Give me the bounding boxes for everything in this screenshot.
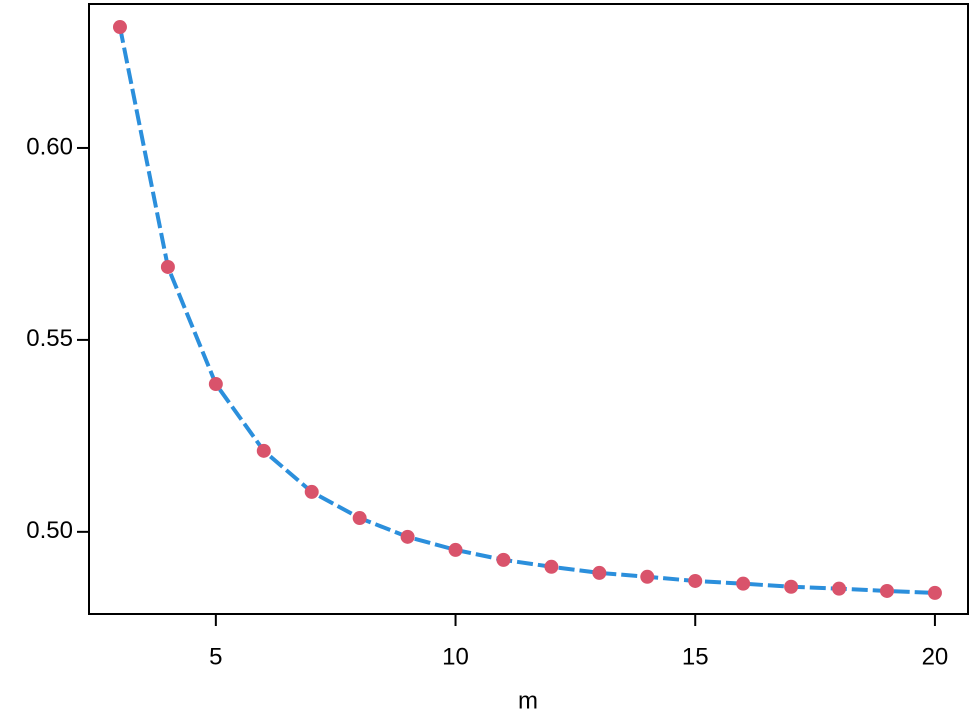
data-point <box>784 579 799 594</box>
data-point <box>927 585 942 600</box>
x-tick-label: 5 <box>209 643 222 670</box>
data-point <box>112 20 127 35</box>
data-point <box>736 576 751 591</box>
data-point <box>256 443 271 458</box>
data-point <box>544 559 559 574</box>
data-point <box>592 565 607 580</box>
y-tick-label: 0.50 <box>26 517 73 544</box>
y-tick-label: 0.55 <box>26 325 73 352</box>
data-point <box>640 569 655 584</box>
data-point <box>448 542 463 557</box>
x-tick-label: 10 <box>442 643 469 670</box>
x-axis-label: m <box>518 687 538 714</box>
data-point <box>496 552 511 567</box>
data-point <box>208 377 223 392</box>
y-tick-label: 0.60 <box>26 133 73 160</box>
data-point <box>400 529 415 544</box>
data-line <box>118 26 936 595</box>
data-point <box>352 511 367 526</box>
x-tick-label: 20 <box>922 643 949 670</box>
data-point <box>160 259 175 274</box>
data-point <box>832 581 847 596</box>
data-point <box>879 583 894 598</box>
data-point <box>304 484 319 499</box>
plot-frame <box>88 3 969 615</box>
x-tick-label: 15 <box>682 643 709 670</box>
data-point <box>688 573 703 588</box>
